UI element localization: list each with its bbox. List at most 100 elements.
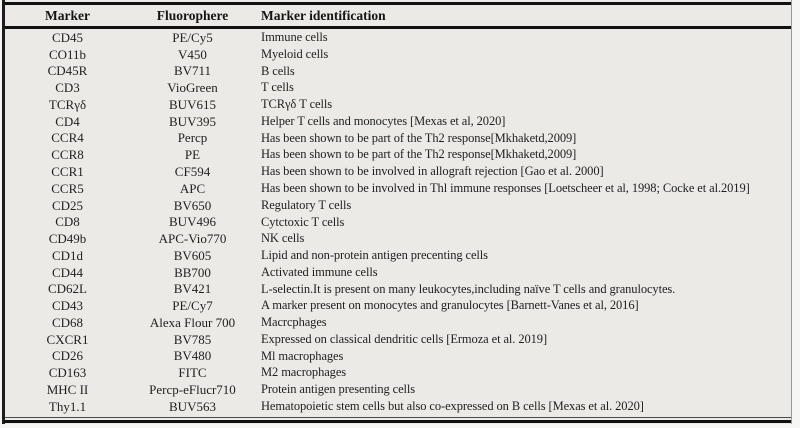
identification-cell: Has been shown to be part of the Th2 res… bbox=[261, 130, 577, 145]
column-header-identification: Marker identification bbox=[261, 7, 386, 23]
identification-cell: Helper T cells and monocytes [Mexas et a… bbox=[261, 113, 506, 128]
table-row: CCR8 PE Has been shown to be part of the… bbox=[5, 146, 791, 163]
table-header-rule bbox=[5, 26, 791, 29]
table-top-rule bbox=[5, 2, 791, 5]
marker-cell: CD25 bbox=[51, 197, 84, 213]
fluorophore-cell: BV785 bbox=[173, 331, 212, 347]
table-row: CD45R BV711 B cells bbox=[5, 63, 791, 80]
fluorophore-cell: VioGreen bbox=[167, 80, 218, 96]
identification-cell: Cytctoxic T cells bbox=[261, 214, 345, 229]
marker-cell: CCR8 bbox=[51, 147, 84, 163]
fluorophore-cell: BUV563 bbox=[169, 398, 216, 414]
fluorophore-cell: V450 bbox=[178, 46, 207, 62]
marker-cell: CD26 bbox=[51, 348, 84, 364]
fluorophore-cell: BV480 bbox=[173, 348, 212, 364]
table-header-row: Marker Fluorophere Marker identification bbox=[5, 5, 791, 26]
table-row: MHC II Percp-eFlucr710 Protein antigen p… bbox=[5, 381, 791, 398]
fluorophore-cell: PE bbox=[184, 147, 201, 163]
marker-cell: MHC II bbox=[46, 381, 89, 397]
column-header-marker: Marker bbox=[45, 7, 90, 23]
table-row: CD44 BB700 Activated immune cells bbox=[5, 264, 791, 281]
fluorophore-cell: BV711 bbox=[173, 63, 212, 79]
table-row: CD4 BUV395 Helper T cells and monocytes … bbox=[5, 113, 791, 130]
marker-cell: CD3 bbox=[55, 80, 80, 96]
table-row: TCRγδ BUV615 TCRγδ T cells bbox=[5, 96, 791, 113]
identification-cell: Expressed on classical dendritic cells [… bbox=[261, 331, 548, 346]
fluorophore-cell: BV421 bbox=[173, 281, 212, 297]
table-bottom-thick-rule bbox=[5, 420, 791, 423]
fluorophore-cell: APC-Vio770 bbox=[158, 231, 227, 247]
table-row: CD8 BUV496 Cytctoxic T cells bbox=[5, 213, 791, 230]
marker-cell: CD163 bbox=[48, 365, 87, 381]
marker-cell: Thy1.1 bbox=[48, 398, 87, 414]
table-row: CD43 PE/Cy7 A marker present on monocyte… bbox=[5, 297, 791, 314]
fluorophore-cell: BUV395 bbox=[169, 113, 216, 129]
marker-cell: CCR5 bbox=[51, 180, 84, 196]
marker-cell: CD43 bbox=[51, 298, 84, 314]
marker-fluorophore-table: Marker Fluorophere Marker identification… bbox=[2, 0, 792, 424]
identification-cell: Myeloid cells bbox=[261, 46, 329, 61]
identification-cell: Ml macrophages bbox=[261, 348, 344, 363]
table-row: CCR1 CF594 Has been shown to be involved… bbox=[5, 163, 791, 180]
fluorophore-cell: BV605 bbox=[173, 247, 212, 263]
identification-cell: NK cells bbox=[261, 231, 305, 246]
fluorophore-cell: Alexa Flour 700 bbox=[149, 314, 236, 330]
identification-cell: Macrcphages bbox=[261, 315, 327, 330]
marker-cell: CD45 bbox=[51, 29, 84, 45]
marker-cell: CXCR1 bbox=[46, 331, 89, 347]
fluorophore-cell: BV650 bbox=[173, 197, 212, 213]
identification-cell: T cells bbox=[261, 80, 294, 95]
marker-cell: CD44 bbox=[51, 264, 84, 280]
identification-cell: A marker present on monocytes and granul… bbox=[261, 298, 639, 313]
table-row: CCR5 APC Has been shown to be involved i… bbox=[5, 180, 791, 197]
marker-cell: CD45R bbox=[47, 63, 88, 79]
identification-cell: Has been shown to be part of the Th2 res… bbox=[261, 147, 577, 162]
fluorophore-cell: Percp-eFlucr710 bbox=[149, 381, 236, 397]
fluorophore-cell: Percp bbox=[177, 130, 208, 146]
table-row: CD1d BV605 Lipid and non-protein antigen… bbox=[5, 247, 791, 264]
marker-cell: CCR1 bbox=[51, 164, 84, 179]
table-bottom-thin-rule bbox=[5, 417, 791, 418]
identification-cell: B cells bbox=[261, 63, 295, 78]
identification-cell: Lipid and non-protein antigen precenting… bbox=[261, 248, 488, 263]
table-row: CD25 BV650 Regulatory T cells bbox=[5, 197, 791, 214]
identification-cell: M2 macrophages bbox=[261, 365, 347, 380]
identification-cell: Has been shown to be involved in allogra… bbox=[261, 164, 604, 179]
marker-cell: TCRγδ bbox=[48, 96, 87, 112]
table-row: CD3 VioGreen T cells bbox=[5, 79, 791, 96]
marker-cell: CD1d bbox=[51, 247, 84, 263]
fluorophore-cell: FITC bbox=[178, 365, 207, 381]
table-row: CO11b V450 Myeloid cells bbox=[5, 46, 791, 63]
marker-cell: CO11b bbox=[48, 46, 87, 62]
identification-cell: TCRγδ T cells bbox=[261, 97, 332, 112]
identification-cell: Immune cells bbox=[261, 30, 328, 45]
fluorophore-cell: CF594 bbox=[174, 164, 211, 179]
identification-cell: Regulatory T cells bbox=[261, 197, 352, 212]
table-row: CCR4 Percp Has been shown to be part of … bbox=[5, 130, 791, 147]
marker-cell: CCR4 bbox=[51, 130, 84, 146]
fluorophore-cell: BUV615 bbox=[169, 96, 216, 112]
marker-cell: CD49b bbox=[48, 231, 87, 247]
identification-cell: Activated immune cells bbox=[261, 264, 378, 279]
fluorophore-cell: BB700 bbox=[174, 264, 211, 280]
fluorophore-cell: APC bbox=[179, 180, 206, 196]
table-row: CD163 FITC M2 macrophages bbox=[5, 364, 791, 381]
fluorophore-cell: BUV496 bbox=[169, 214, 216, 230]
marker-cell: CD8 bbox=[55, 214, 80, 230]
identification-cell: L-selectin.It is present on many leukocy… bbox=[261, 281, 676, 296]
table-row: CXCR1 BV785 Expressed on classical dendr… bbox=[5, 331, 791, 348]
identification-cell: Hematopoietic stem cells but also co-exp… bbox=[261, 398, 644, 413]
identification-cell: Has been shown to be involved in Thl imm… bbox=[261, 181, 750, 196]
identification-cell: Protein antigen presenting cells bbox=[261, 382, 416, 397]
table-row: CD26 BV480 Ml macrophages bbox=[5, 348, 791, 365]
fluorophore-cell: PE/Cy7 bbox=[172, 298, 213, 314]
fluorophore-cell: PE/Cy5 bbox=[172, 29, 213, 45]
marker-cell: CD62L bbox=[48, 281, 87, 297]
table-row: CD45 PE/Cy5 Immune cells bbox=[5, 29, 791, 46]
column-header-fluorophore: Fluorophere bbox=[156, 7, 229, 23]
table-row: CD68 Alexa Flour 700 Macrcphages bbox=[5, 314, 791, 331]
table-row: CD62L BV421 L-selectin.It is present on … bbox=[5, 280, 791, 297]
table-body: CD45 PE/Cy5 Immune cells CO11b V450 Myel… bbox=[5, 29, 791, 415]
marker-cell: CD68 bbox=[51, 314, 84, 330]
